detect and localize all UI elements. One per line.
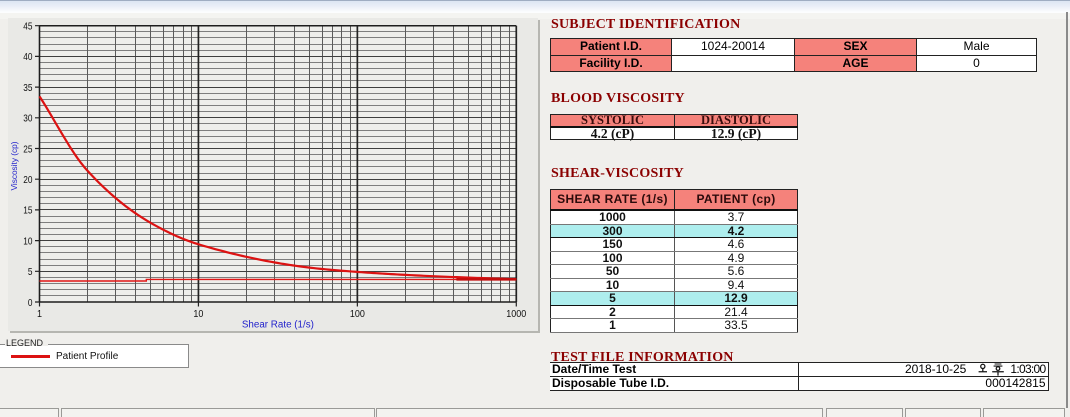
svg-text:15: 15 — [23, 205, 32, 217]
svg-text:10: 10 — [23, 235, 32, 247]
svg-text:30: 30 — [23, 113, 32, 125]
svg-text:Shear Rate (1/s): Shear Rate (1/s) — [242, 320, 314, 331]
svg-text:100: 100 — [350, 308, 365, 320]
svg-text:35: 35 — [23, 82, 32, 94]
svg-text:0: 0 — [28, 297, 33, 309]
svg-text:40: 40 — [23, 51, 32, 63]
svg-text:25: 25 — [23, 143, 32, 155]
svg-text:5: 5 — [28, 266, 33, 278]
svg-text:20: 20 — [23, 174, 32, 186]
svg-text:1000: 1000 — [506, 308, 526, 320]
svg-text:1: 1 — [37, 308, 42, 320]
svg-text:Viscosity (cp): Viscosity (cp) — [9, 141, 19, 190]
svg-text:10: 10 — [193, 308, 203, 320]
svg-text:45: 45 — [23, 21, 32, 33]
